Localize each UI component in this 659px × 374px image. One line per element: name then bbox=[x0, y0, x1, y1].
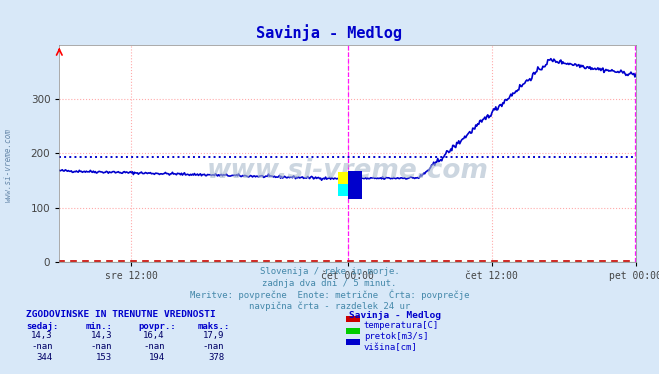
Text: Savinja - Medlog: Savinja - Medlog bbox=[256, 24, 403, 41]
Text: pretok[m3/s]: pretok[m3/s] bbox=[364, 332, 428, 341]
Bar bbox=[337, 172, 360, 184]
Text: -nan: -nan bbox=[90, 342, 112, 351]
Text: 17,9: 17,9 bbox=[202, 331, 224, 340]
Bar bbox=[348, 171, 362, 199]
Text: višina[cm]: višina[cm] bbox=[364, 343, 418, 352]
Text: Slovenija / reke in morje.: Slovenija / reke in morje. bbox=[260, 267, 399, 276]
Text: 16,4: 16,4 bbox=[143, 331, 165, 340]
Text: sedaj:: sedaj: bbox=[26, 322, 59, 331]
Text: temperatura[C]: temperatura[C] bbox=[364, 321, 439, 329]
Text: www.si-vreme.com: www.si-vreme.com bbox=[3, 128, 13, 202]
Text: 378: 378 bbox=[208, 353, 224, 362]
Text: min.:: min.: bbox=[86, 322, 113, 331]
Text: 194: 194 bbox=[149, 353, 165, 362]
Text: zadnja dva dni / 5 minut.: zadnja dva dni / 5 minut. bbox=[262, 279, 397, 288]
Text: Savinja - Medlog: Savinja - Medlog bbox=[349, 311, 442, 320]
Text: 14,3: 14,3 bbox=[90, 331, 112, 340]
Text: maks.:: maks.: bbox=[198, 322, 230, 331]
Text: ZGODOVINSKE IN TRENUTNE VREDNOSTI: ZGODOVINSKE IN TRENUTNE VREDNOSTI bbox=[26, 310, 216, 319]
Text: 14,3: 14,3 bbox=[31, 331, 53, 340]
Bar bbox=[337, 184, 360, 196]
Text: Meritve: povprečne  Enote: metrične  Črta: povprečje: Meritve: povprečne Enote: metrične Črta:… bbox=[190, 290, 469, 300]
Text: navpična črta - razdelek 24 ur: navpična črta - razdelek 24 ur bbox=[249, 301, 410, 310]
Text: -nan: -nan bbox=[202, 342, 224, 351]
Text: 153: 153 bbox=[96, 353, 112, 362]
Text: povpr.:: povpr.: bbox=[138, 322, 176, 331]
Text: 344: 344 bbox=[37, 353, 53, 362]
Text: -nan: -nan bbox=[143, 342, 165, 351]
Text: www.si-vreme.com: www.si-vreme.com bbox=[207, 158, 488, 184]
Text: -nan: -nan bbox=[31, 342, 53, 351]
